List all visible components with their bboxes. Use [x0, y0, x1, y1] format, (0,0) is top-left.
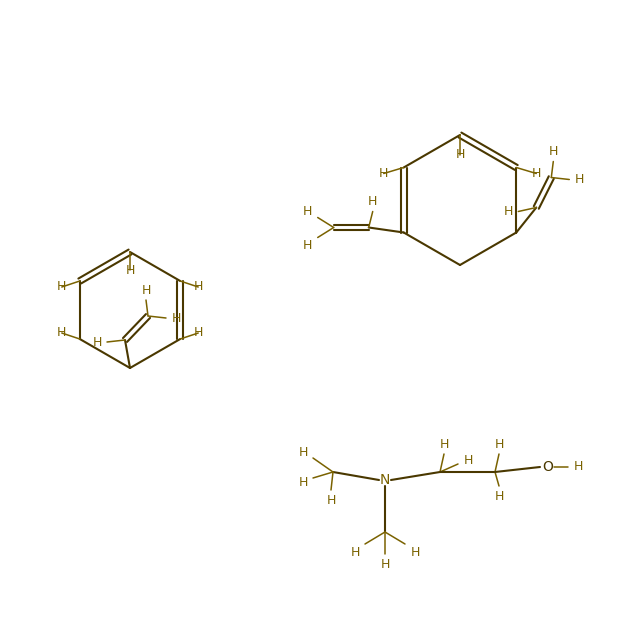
- Text: H: H: [303, 205, 312, 218]
- Text: H: H: [298, 445, 308, 458]
- Text: H: H: [125, 263, 135, 276]
- Text: H: H: [57, 281, 67, 294]
- Text: H: H: [503, 205, 513, 218]
- Text: H: H: [93, 335, 102, 348]
- Text: H: H: [172, 312, 181, 325]
- Text: H: H: [194, 281, 203, 294]
- Text: H: H: [350, 545, 360, 558]
- Text: H: H: [326, 494, 336, 507]
- Text: H: H: [57, 327, 67, 340]
- Text: H: H: [379, 167, 388, 180]
- Text: H: H: [532, 167, 541, 180]
- Text: H: H: [494, 438, 503, 450]
- Text: H: H: [574, 173, 584, 186]
- Text: H: H: [410, 545, 420, 558]
- Text: H: H: [573, 461, 582, 473]
- Text: H: H: [303, 239, 312, 252]
- Text: H: H: [380, 558, 390, 571]
- Text: H: H: [298, 476, 308, 489]
- Text: H: H: [494, 489, 503, 502]
- Text: H: H: [463, 453, 473, 466]
- Text: H: H: [455, 148, 465, 161]
- Text: H: H: [439, 438, 449, 450]
- Text: N: N: [380, 473, 390, 487]
- Text: H: H: [368, 195, 378, 208]
- Text: H: H: [141, 284, 151, 296]
- Text: O: O: [542, 460, 553, 474]
- Text: H: H: [194, 327, 203, 340]
- Text: H: H: [549, 145, 558, 158]
